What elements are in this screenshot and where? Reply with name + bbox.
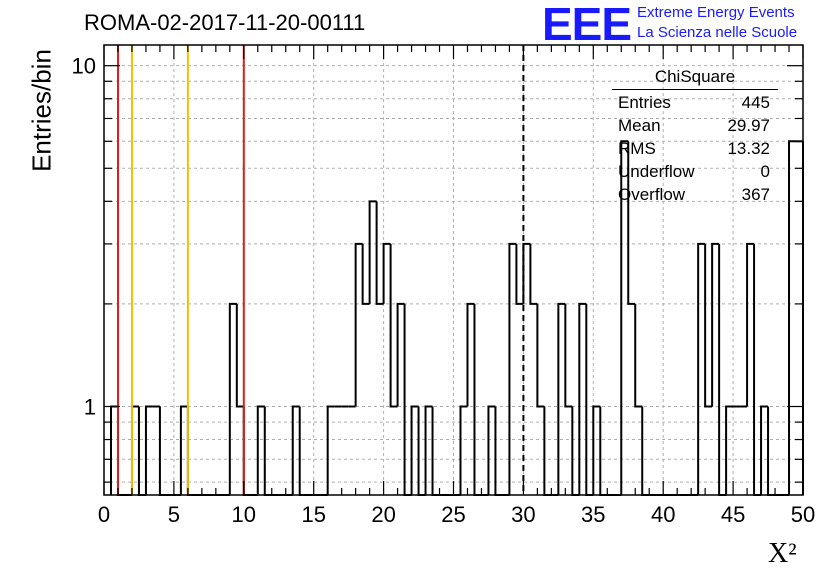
x-tick-label: 15 (301, 502, 325, 527)
histogram-bin (711, 242, 720, 407)
y-axis-label: Entries/bin (26, 49, 57, 172)
stats-row-entries: Entries 445 (612, 91, 778, 114)
stats-label: Mean (618, 116, 661, 135)
histogram-bin (389, 243, 398, 408)
histogram-bin (466, 302, 475, 407)
logo-subtitle-line2: La Scienza nelle Scuole (637, 24, 798, 41)
stats-box: ChiSquare Entries 445 Mean 29.97 RMS 13.… (612, 66, 778, 206)
histogram-bin (228, 302, 237, 495)
histogram-bin (753, 243, 762, 496)
x-tick-label: 10 (232, 502, 256, 527)
histogram-bin (515, 243, 524, 305)
histogram-bin (718, 243, 727, 496)
histogram-bin (326, 405, 335, 495)
stats-row-mean: Mean 29.97 (612, 114, 778, 137)
histogram-bin (256, 405, 265, 495)
histogram-bin (522, 242, 531, 304)
stats-title: ChiSquare (612, 66, 778, 90)
histogram-bin (487, 405, 496, 495)
y-tick-label: 1 (84, 395, 96, 420)
x-axis-label: X² (768, 538, 797, 570)
stats-label: Entries (618, 93, 671, 112)
histogram-bin (704, 243, 713, 408)
histogram-bin (585, 303, 594, 496)
stats-value: 29.97 (727, 116, 770, 135)
histogram-bin (144, 405, 153, 495)
histogram-bin (424, 405, 433, 495)
stats-row-overflow: Overflow 367 (612, 183, 778, 206)
histogram-bin (235, 303, 244, 408)
histogram-bin (557, 302, 566, 495)
histogram-bin (788, 140, 797, 495)
stats-label: Underflow (618, 162, 695, 181)
reference-lines-layer (116, 45, 525, 495)
x-tick-label: 30 (511, 502, 535, 527)
x-tick-label: 25 (441, 502, 465, 527)
stats-label: RMS (618, 139, 656, 158)
histogram-bin (746, 242, 755, 407)
x-tick-label: 35 (581, 502, 605, 527)
histogram-bin (382, 242, 391, 304)
histogram-bin (634, 303, 643, 408)
histogram-bin (375, 201, 384, 305)
histogram-bin (725, 405, 734, 495)
x-axis-label-text: X² (768, 538, 797, 569)
histogram-bin (578, 302, 587, 495)
histogram-bin (620, 140, 629, 495)
histogram-bin (529, 243, 538, 305)
x-tick-label: 50 (791, 502, 815, 527)
histogram-bin (396, 302, 405, 407)
x-tick-label: 0 (98, 502, 110, 527)
histogram-bin (473, 303, 482, 496)
grid-layer (103, 45, 804, 495)
stats-value: 445 (741, 93, 770, 112)
x-tick-label: 40 (651, 502, 675, 527)
stats-label: Overflow (618, 185, 686, 204)
stats-value: 0 (760, 162, 770, 181)
histogram-bin (410, 405, 419, 495)
histogram-bin (536, 303, 545, 408)
histogram-bin (179, 405, 188, 495)
histogram-bin (592, 405, 601, 495)
histogram-bin (368, 200, 377, 304)
x-tick-label: 5 (168, 502, 180, 527)
histogram-bin (627, 141, 636, 305)
histogram-bin (291, 405, 300, 495)
axis-layer: 0 5 10 15 20 25 30 35 40 45 50 1 10 (72, 44, 815, 527)
x-tick-label: 45 (721, 502, 745, 527)
histogram-bin (697, 242, 706, 495)
stats-row-underflow: Underflow 0 (612, 160, 778, 183)
x-tick-label: 20 (371, 502, 395, 527)
stats-row-rms: RMS 13.32 (612, 137, 778, 160)
stats-value: 13.32 (727, 139, 770, 158)
logo-subtitle-line1: Extreme Energy Events (637, 4, 795, 21)
stats-value: 367 (741, 185, 770, 204)
eee-logo: EEE (542, 0, 632, 50)
y-tick-label: 10 (72, 54, 96, 79)
histogram-bin (403, 303, 412, 496)
histogram-bin (361, 243, 370, 305)
histogram-bin (354, 242, 363, 407)
run-title: ROMA-02-2017-11-20-00111 (84, 10, 366, 35)
histogram-bin (459, 405, 468, 495)
histogram-bin (760, 405, 769, 495)
histogram-bin (564, 303, 573, 408)
histogram-bin (508, 242, 517, 495)
